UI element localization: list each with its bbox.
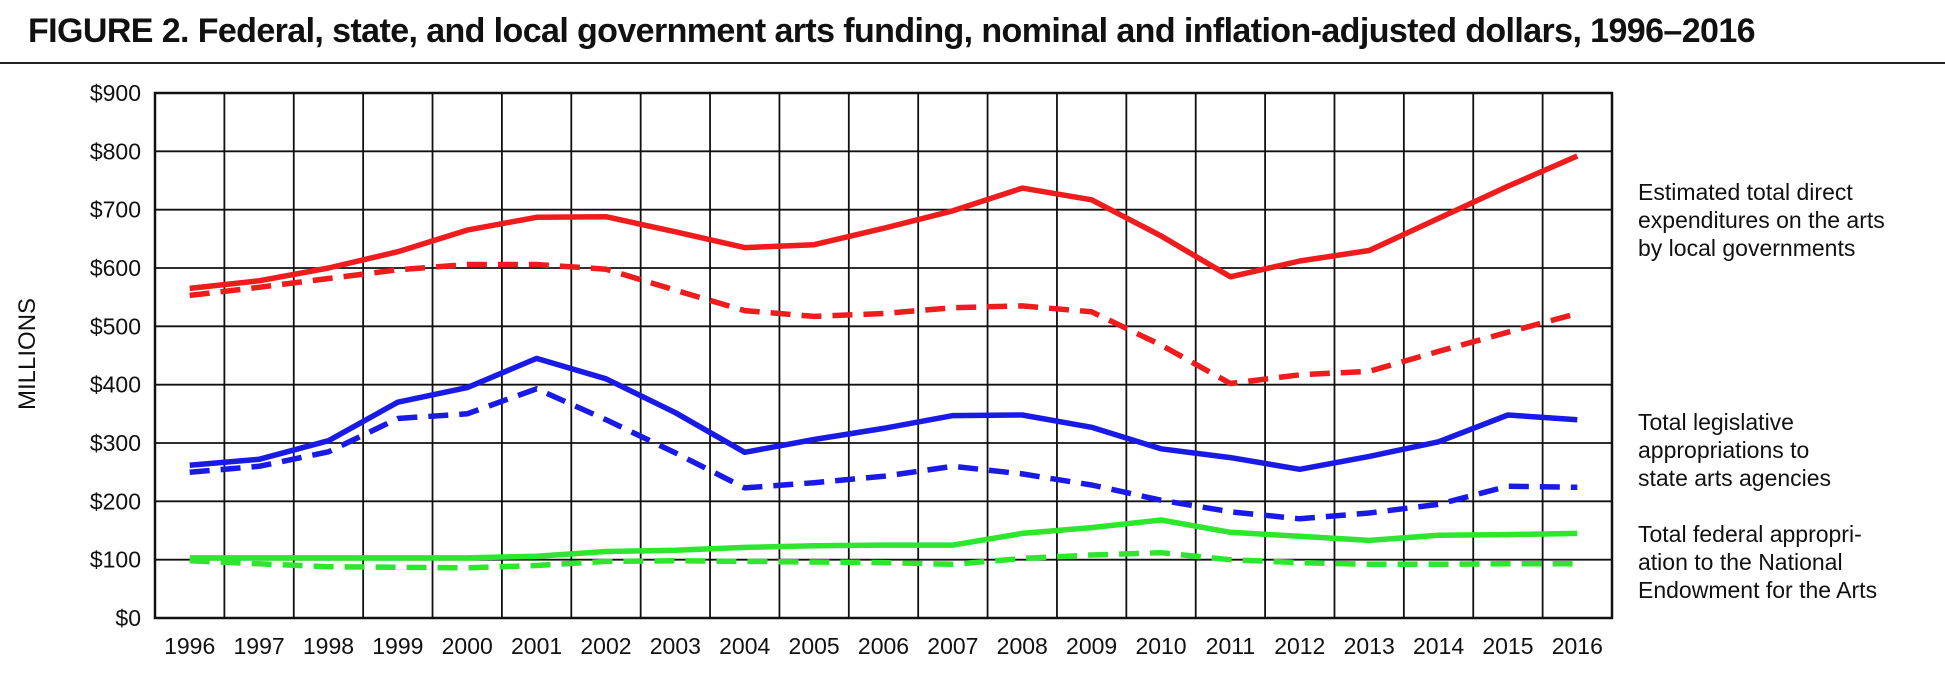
x-tick-label: 2005 <box>789 633 840 659</box>
x-tick-label: 2003 <box>650 633 701 659</box>
x-tick-label: 2013 <box>1344 633 1395 659</box>
y-tick-label: $600 <box>90 255 141 281</box>
annotation-federal: Total federal appropri- ation to the Nat… <box>1638 521 1878 603</box>
x-tick-label: 2004 <box>719 633 770 659</box>
x-tick-label: 2006 <box>858 633 909 659</box>
x-tick-label: 2002 <box>580 633 631 659</box>
page-title: FIGURE 2. Federal, state, and local gove… <box>28 12 1756 50</box>
title-divider <box>0 62 1945 64</box>
x-tick-label: 1999 <box>372 633 423 659</box>
series-line-federal-solid <box>189 517 1578 561</box>
y-tick-label: $900 <box>90 80 141 106</box>
x-tick-label: 2000 <box>442 633 493 659</box>
x-tick-label: 2009 <box>1066 633 1117 659</box>
annotation-state: Total legislative appropriations to stat… <box>1638 409 1832 491</box>
y-tick-label: $700 <box>90 197 141 223</box>
series-line-state-solid <box>189 355 1578 473</box>
y-tick-label: $300 <box>90 430 141 456</box>
x-tick-label: 2011 <box>1206 633 1255 659</box>
y-tick-label: $400 <box>90 372 141 398</box>
x-tick-label: 2008 <box>997 633 1048 659</box>
y-tick-label: $800 <box>90 138 141 164</box>
x-tick-labels: 1996 1997 1998 1999 2000 2001 2002 2003 2004 2005… <box>164 633 1603 659</box>
x-tick-label: 2010 <box>1135 633 1186 659</box>
x-tick-label: 2007 <box>927 633 978 659</box>
annotation-local: Estimated total direct expenditures on t… <box>1638 179 1885 261</box>
series-lines <box>189 153 1579 571</box>
x-tick-label: 2014 <box>1413 633 1464 659</box>
series-line-local-solid <box>189 153 1579 292</box>
y-tick-label: $200 <box>90 488 141 514</box>
y-tick-label: $100 <box>90 547 141 573</box>
x-tick-label: 2012 <box>1274 633 1325 659</box>
x-tick-label: 2001 <box>511 633 562 659</box>
plot-frame <box>153 91 1614 620</box>
x-tick-label: 1997 <box>233 633 284 659</box>
x-tick-label: 1996 <box>164 633 215 659</box>
y-tick-labels: $0 $100 $200 $300 $400 $500 $600 $700 $800 $900 <box>90 80 141 631</box>
x-tick-label: 1998 <box>303 633 354 659</box>
series-line-local-dashed <box>189 261 1579 387</box>
y-tick-label: $0 <box>115 605 141 631</box>
x-tick-label: 2015 <box>1482 633 1533 659</box>
series-line-federal-dashed <box>189 549 1578 571</box>
y-tick-label: $500 <box>90 313 141 339</box>
series-line-state-dashed <box>189 386 1578 522</box>
x-tick-label: 2016 <box>1552 633 1603 659</box>
